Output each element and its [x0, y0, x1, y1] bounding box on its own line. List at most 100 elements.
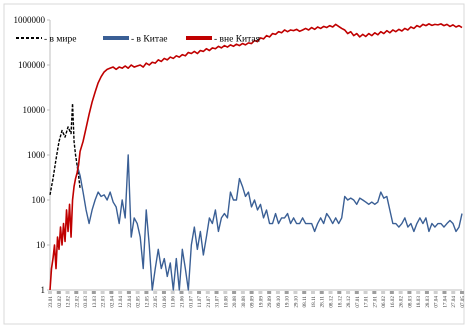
x-tick-label: 16.02 [390, 296, 396, 308]
legend-label: - в мире [44, 35, 76, 45]
x-axis-band [258, 291, 263, 294]
x-tick-label: 23.01 [48, 296, 54, 308]
chart-border [3, 3, 465, 325]
x-axis-band [223, 291, 228, 294]
x-tick-label: 18.12 [337, 296, 343, 308]
x-tick-label: 07.04 [434, 296, 440, 308]
x-axis-band [433, 291, 438, 294]
x-axis-band [267, 291, 272, 294]
x-axis-band [442, 291, 447, 294]
x-tick-label: 11.07 [197, 296, 203, 308]
x-axis-band [144, 291, 149, 294]
x-tick-label: 28.12 [346, 296, 352, 308]
x-axis-band [302, 291, 307, 294]
series-lines [49, 23, 463, 291]
x-axis-band [381, 291, 386, 294]
x-axis-band [153, 291, 158, 294]
x-axis-band [205, 291, 210, 294]
x-tick-label: 09.10 [276, 296, 282, 308]
y-tick-label: 10 [36, 240, 46, 250]
x-tick-label: 19.10 [285, 296, 291, 308]
x-axis-band [372, 291, 377, 294]
x-tick-label: 12.05 [144, 296, 150, 308]
y-tick-label: 1000 [27, 150, 46, 160]
x-axis-band [293, 291, 298, 294]
x-axis-band [398, 291, 403, 294]
x-axis-band [161, 291, 166, 294]
x-tick-label: 17.04 [442, 296, 448, 308]
x-axis-band [310, 291, 315, 294]
x-axis-band [100, 291, 105, 294]
x-tick-label: 08.12 [329, 296, 335, 308]
x-axis-band [126, 291, 131, 294]
x-axis-band [214, 291, 219, 294]
y-tick-label: 10000 [23, 105, 46, 115]
x-axis-band [249, 291, 254, 294]
x-axis-band [275, 291, 280, 294]
x-axis-band [240, 291, 245, 294]
legend-label: - в Китае [131, 35, 168, 45]
x-tick-label: 11.06 [171, 296, 177, 308]
x-tick-label: 08.11 [302, 296, 308, 308]
x-tick-label: 26.02 [399, 296, 405, 308]
x-tick-label: 06.02 [381, 296, 387, 308]
y-tick-label: 100000 [18, 60, 46, 70]
x-axis-band [284, 291, 289, 294]
x-tick-label: 13.03 [92, 296, 98, 308]
x-axis-band [170, 291, 175, 294]
x-tick-label: 21.07 [206, 296, 212, 308]
x-tick-label: 17.01 [364, 296, 370, 308]
x-tick-label: 28.11 [320, 296, 326, 308]
x-axis-band [346, 291, 351, 294]
x-tick-label: 27.04 [451, 296, 457, 308]
x-tick-label: 31.07 [215, 296, 221, 308]
x-tick-label: 10.08 [223, 296, 229, 308]
x-axis-band [197, 291, 202, 294]
x-axis-band [56, 291, 61, 294]
x-axis-band [109, 291, 114, 294]
x-tick-label: 01.07 [188, 296, 194, 308]
x-tick-label: 29.10 [293, 296, 299, 308]
y-tick-label: 100 [32, 195, 46, 205]
x-tick-label: 09.09 [250, 296, 256, 308]
x-axis-band [424, 291, 429, 294]
x-tick-label: 21.06 [179, 296, 185, 308]
x-axis-band [389, 291, 394, 294]
x-tick-label: 07.05 [460, 296, 466, 308]
x-tick-label: 27.01 [372, 296, 378, 308]
x-axis-band [363, 291, 368, 294]
x-axis-band [407, 291, 412, 294]
x-axis-band [83, 291, 88, 294]
x-tick-label: 02.05 [136, 296, 142, 308]
x-axis-band [118, 291, 123, 294]
x-tick-label: 12.04 [118, 296, 124, 308]
x-tick-label: 29.09 [267, 296, 273, 308]
x-tick-label: 20.08 [232, 296, 238, 308]
x-axis-band [91, 291, 96, 294]
y-tick-label: 1000000 [14, 15, 46, 25]
x-tick-label: 22.03 [101, 296, 107, 308]
x-tick-label: 02.04 [109, 296, 115, 308]
x-axis-band [354, 291, 359, 294]
x-tick-label: 18.03 [416, 296, 422, 308]
x-axis-band [319, 291, 324, 294]
x-tick-label: 12.02 [66, 296, 72, 308]
series-line-2 [76, 154, 463, 291]
x-tick-label: 01.06 [162, 296, 168, 308]
x-axis-band [188, 291, 193, 294]
series-line-1 [49, 102, 81, 195]
x-axis-band [451, 291, 456, 294]
series-line-3 [49, 23, 463, 291]
x-tick-label: 22.05 [153, 296, 159, 308]
legend: - в мире - в Китае - вне Китая [16, 35, 261, 45]
x-axis-band [48, 291, 52, 294]
x-tick-label: 18.11 [311, 296, 317, 308]
x-tick-label: 28.03 [425, 296, 431, 308]
x-axis-band [416, 291, 421, 294]
x-tick-label: 22.02 [74, 296, 80, 308]
x-tick-label: 07.01 [355, 296, 361, 308]
x-axis-band [328, 291, 333, 294]
x-axis-band [179, 291, 184, 294]
